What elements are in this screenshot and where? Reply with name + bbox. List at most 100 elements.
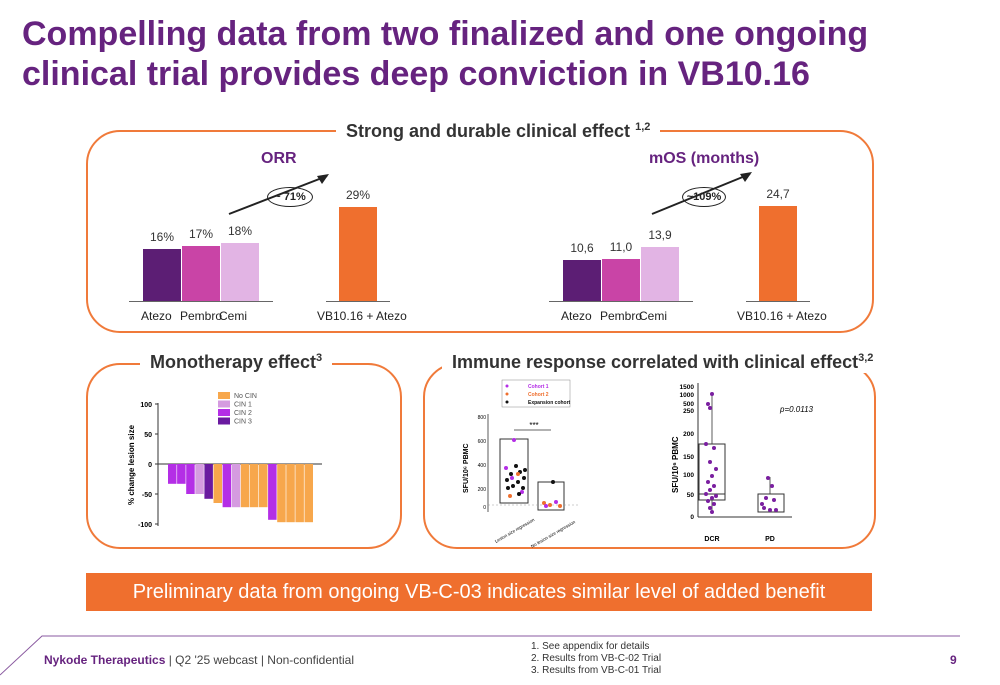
immune2-dot (710, 496, 714, 500)
clinical-effect-title-sup: 1,2 (635, 121, 651, 133)
immune2-dot (706, 480, 710, 484)
immune1-legend-item: Cohort 2 (528, 392, 549, 398)
mono-legend-label: CIN 3 (234, 419, 252, 426)
immune1-dot (554, 500, 558, 504)
bar-0-0 (143, 249, 181, 301)
mono-legend-label: No CIN (234, 393, 257, 400)
bar-1-3 (759, 206, 797, 301)
monotherapy-title-text: Monotherapy effect (150, 352, 317, 372)
monotherapy-title: Monotherapy effect3 (140, 352, 333, 373)
immune1-dot (522, 476, 526, 480)
immune1-dot (505, 478, 509, 482)
immune2-ytick: 200 (683, 431, 694, 438)
immune1-dot (548, 503, 552, 507)
footnote: 2. Results from VB-C-02 Trial (531, 653, 662, 664)
footer-info: Q2 '25 webcast | Non-confidential (175, 653, 355, 667)
immune2-ytick: 500 (683, 401, 694, 408)
immune2-dot (704, 442, 708, 446)
mono-bar (304, 464, 313, 523)
bar-value-label: 18% (227, 224, 253, 238)
mono-bar (249, 464, 259, 508)
immune1-ytick: 800 (478, 415, 487, 421)
immune2-ytick: 100 (683, 472, 694, 479)
immune1-dot (542, 501, 546, 505)
mos-callout: ~109% (682, 187, 726, 207)
immune-cohort-chart: SFU/10⁶ PBMC 800 600 400 200 0 *** Cohor… (463, 379, 578, 548)
mos-arrow (651, 172, 752, 215)
bar-0-3 (339, 207, 377, 301)
immune1-dot (558, 504, 562, 508)
immune1-dot (508, 494, 512, 498)
immune2-dot (764, 496, 768, 500)
bar-value-label: 10,6 (570, 241, 594, 255)
immune2-dot (774, 508, 778, 512)
immune1-xlabel: No lesion size regression (530, 519, 576, 548)
footer-divider (0, 635, 960, 676)
mono-bar (195, 464, 204, 494)
immune2-dot (710, 474, 714, 478)
immune1-ytick: 0 (483, 505, 486, 511)
mono-bar (295, 464, 304, 523)
immune2-ytick: 150 (683, 454, 694, 461)
immune1-dot (510, 476, 514, 480)
mono-ytick: 0 (148, 462, 152, 469)
bar-0-2 (221, 243, 259, 301)
bar-value-label: 29% (345, 188, 371, 202)
immune1-dot (506, 486, 510, 490)
legend-dot-cohort2 (505, 392, 509, 396)
bar-axis (129, 301, 273, 302)
footnote: 1. See appendix for details (531, 641, 650, 652)
immune2-dot (708, 406, 712, 410)
mono-ytick: 50 (144, 432, 152, 439)
immune1-dot (516, 472, 520, 476)
immune2-ytick: 0 (690, 514, 694, 521)
mono-ytick: -50 (142, 492, 152, 499)
immune2-ytick: 250 (683, 408, 694, 415)
immune2-dot (768, 508, 772, 512)
bar-category-label: VB10.16 + Atezo (317, 309, 407, 323)
mono-bar (286, 464, 295, 523)
bar-value-label: 13,9 (648, 228, 672, 242)
mono-ytick: -100 (138, 522, 152, 529)
immune2-dot (706, 499, 710, 503)
bar-category-label: VB10.16 + Atezo (737, 309, 827, 323)
mono-bar (222, 464, 232, 508)
immune1-dot (514, 464, 518, 468)
mono-legend-label: CIN 2 (234, 410, 252, 417)
immune2-ylabel: SFU/10⁶ PBMC (671, 436, 680, 493)
immune-dcr-pd-chart: SFU/10⁶ PBMC 1500 1000 500 250 200 150 1… (671, 383, 814, 543)
mono-legend-swatch (218, 392, 230, 399)
immune1-ytick: 600 (478, 439, 487, 445)
immune1-xlabel: Lesion size regression (494, 517, 536, 544)
footer-left: Nykode Therapeutics | Q2 '25 webcast | N… (44, 653, 354, 667)
immune2-dot (712, 502, 716, 506)
bar-category-label: Pembro (600, 309, 643, 323)
immune1-ylabel: SFU/10⁶ PBMC (463, 443, 470, 493)
company-name: Nykode Therapeutics (44, 653, 166, 667)
mono-ylabel: % change lesion size (127, 424, 136, 505)
immune1-dot (523, 468, 527, 472)
bar-axis (326, 301, 390, 302)
immune2-dot (704, 492, 708, 496)
immune1-dot (517, 492, 521, 496)
immune1-dot (511, 484, 515, 488)
monotherapy-title-sup: 3 (316, 352, 323, 364)
legend-dot-cohort1 (505, 384, 509, 388)
immune1-legend (501, 379, 571, 408)
mono-legend-swatch (218, 409, 230, 416)
immune2-pvalue: p=0.0113 (779, 405, 814, 414)
bar-category-label: Cemi (219, 309, 248, 323)
immune2-yticks: 1500 1000 500 250 200 150 100 50 0 (680, 384, 695, 521)
mono-legend-swatch (218, 400, 230, 408)
mono-bar (277, 464, 286, 523)
mono-bar (177, 464, 186, 484)
orr-arrow (228, 174, 329, 215)
mono-bar (186, 464, 195, 494)
immune-title-text: Immune response correlated with clinical… (452, 352, 859, 372)
bar-category-label: Atezo (561, 309, 592, 323)
clinical-effect-title-text: Strong and durable clinical effect (346, 121, 631, 141)
page-number: 9 (950, 653, 957, 667)
bar-category-label: Cemi (639, 309, 668, 323)
immune2-dot (714, 494, 718, 498)
immune2-ytick: 1000 (680, 392, 695, 399)
